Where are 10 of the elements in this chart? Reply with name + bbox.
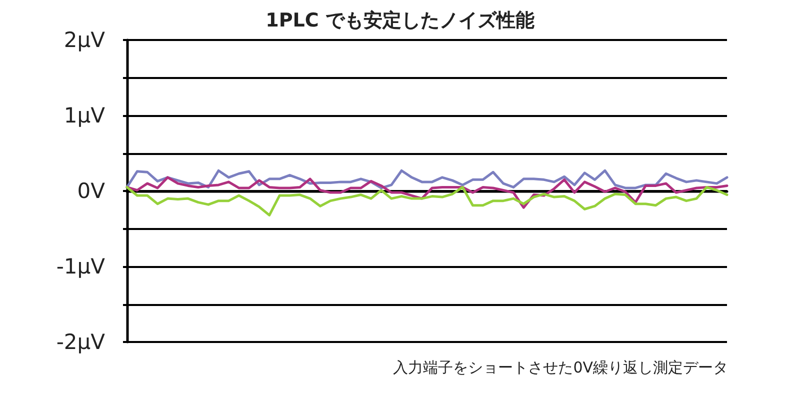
line-series bbox=[126, 186, 728, 216]
line-series bbox=[126, 176, 728, 209]
text: 入力端子をショートさせた0V繰り返し測定データ bbox=[393, 358, 728, 376]
y-tick-label: 1μV bbox=[64, 104, 106, 128]
y-tick-label: -2μV bbox=[56, 330, 106, 354]
chart-title: 1PLC でも安定したノイズ性能 bbox=[266, 10, 534, 32]
y-tick-label: -1μV bbox=[56, 254, 106, 278]
line-series bbox=[126, 169, 728, 190]
y-tick-label: 2μV bbox=[64, 28, 106, 52]
y-tick-label: 0V bbox=[77, 179, 106, 203]
